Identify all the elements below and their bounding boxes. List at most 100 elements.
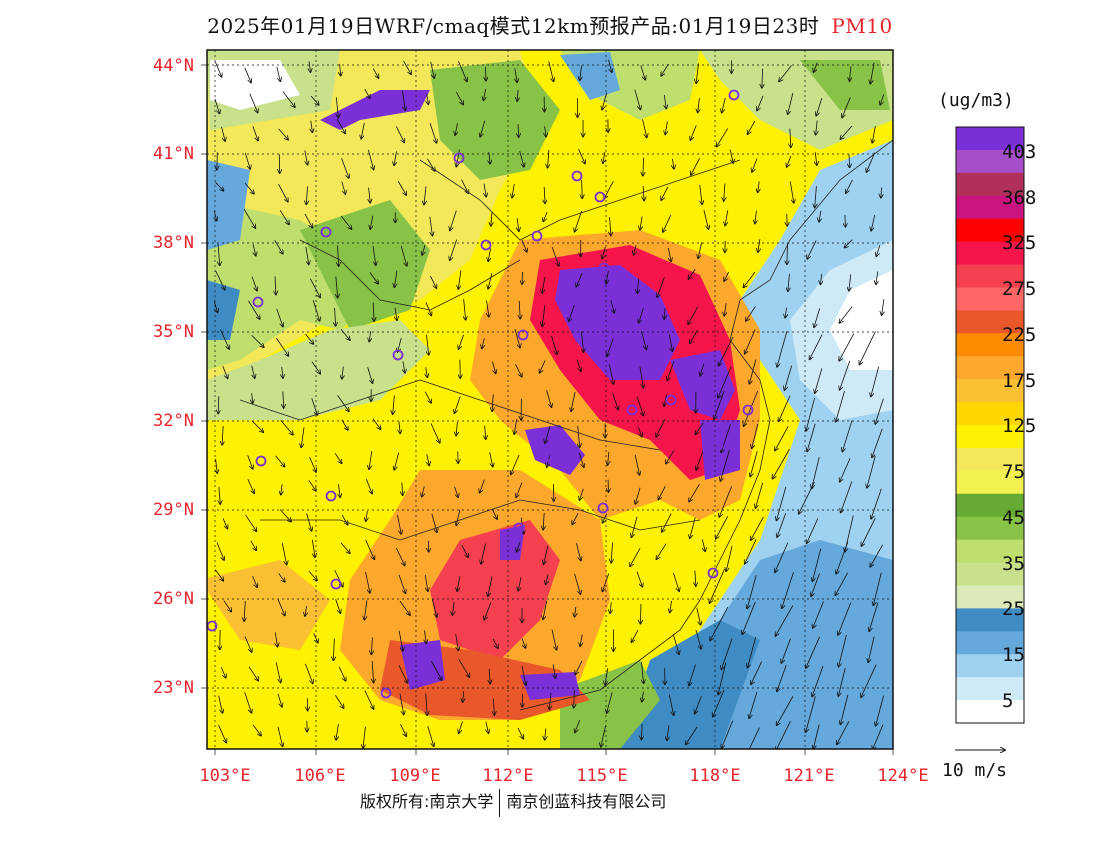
wind-arrow — [222, 365, 228, 378]
wind-arrow — [814, 62, 818, 73]
city-marker — [597, 502, 609, 514]
wind-arrow — [480, 479, 485, 493]
wind-arrow — [398, 665, 407, 682]
wind-arrow — [751, 661, 763, 685]
wind-arrow — [696, 451, 704, 470]
wind-arrow — [399, 421, 400, 434]
wind-arrow — [569, 304, 575, 321]
wind-arrow — [640, 603, 641, 624]
wind-arrow — [311, 120, 313, 133]
city-marker — [392, 349, 404, 361]
wind-arrow — [807, 240, 817, 258]
wind-arrow — [666, 450, 675, 464]
wind-arrow — [806, 397, 815, 431]
wind-arrow — [545, 728, 546, 739]
wind-arrow — [244, 152, 250, 169]
wind-arrow — [365, 539, 375, 559]
wind-arrow — [458, 659, 470, 678]
wind-arrow — [776, 486, 787, 521]
colorbar-segment — [956, 608, 1024, 632]
colorbar-segment — [956, 402, 1024, 426]
city-marker — [480, 239, 492, 251]
wind-arrow — [695, 422, 704, 434]
lon-label: 115°E — [576, 766, 628, 786]
wind-arrow — [456, 509, 461, 525]
wind-arrow — [574, 573, 581, 594]
colorbar-frame — [955, 126, 1025, 724]
wind-arrow — [820, 273, 821, 284]
wind-arrow — [710, 606, 729, 640]
wind-arrow — [275, 632, 277, 646]
wind-arrow — [310, 95, 319, 105]
boundaries — [239, 139, 894, 711]
colorbar-segment — [956, 677, 1024, 701]
wind-arrow — [252, 126, 258, 140]
wind-arrow — [399, 600, 410, 615]
wind-arrow — [690, 329, 698, 343]
wind-arrow — [244, 692, 252, 713]
wind-arrow — [247, 479, 254, 493]
wind-arrow — [781, 638, 791, 663]
wind-arrow — [464, 299, 466, 320]
colorbar-segment — [956, 241, 1024, 266]
wind-arrow — [483, 88, 485, 100]
wind-arrow — [542, 276, 546, 293]
wind-arrow — [686, 726, 698, 744]
wind-arrow — [814, 308, 821, 327]
wind-arrow — [253, 244, 256, 255]
wind-arrow — [689, 664, 696, 685]
wind-arrow — [338, 483, 340, 497]
wind-arrow — [399, 693, 404, 715]
wind-arrow — [782, 572, 794, 608]
wind-arrow — [342, 366, 343, 379]
wind-arrow — [758, 238, 760, 252]
wind-arrow — [662, 513, 672, 532]
wind-arrow — [787, 243, 788, 264]
wind-arrow — [394, 270, 397, 288]
wind-arrow — [394, 452, 400, 470]
wind-arrow — [724, 271, 730, 281]
wind-arrow — [514, 419, 516, 434]
wind-arrow — [304, 213, 313, 228]
wind-arrow — [311, 361, 320, 374]
wind-arrow — [841, 481, 853, 513]
wind-arrow — [456, 149, 460, 167]
wind-arrow — [667, 361, 675, 380]
wind-arrow — [861, 664, 877, 698]
wind-arrow — [545, 425, 551, 443]
wind-arrow — [337, 395, 349, 411]
wind-arrow — [582, 179, 583, 198]
wind-arrow — [631, 516, 638, 538]
wind-arrow — [607, 338, 614, 357]
wind-arrow — [309, 456, 317, 472]
wind-arrow — [250, 540, 256, 550]
wind-arrow — [876, 271, 878, 285]
wind-arrow — [665, 121, 667, 134]
wind-arrow — [366, 510, 368, 521]
wind-arrow — [639, 307, 644, 323]
wind-arrow — [540, 360, 546, 373]
wind-arrow — [223, 600, 231, 612]
wind-arrow — [492, 394, 493, 411]
wind-arrow — [819, 210, 821, 222]
wind-arrow — [275, 455, 285, 467]
wind-arrow — [790, 128, 791, 148]
wind-arrow — [308, 480, 316, 490]
wind-arrow — [772, 449, 790, 478]
wind-arrow — [402, 90, 405, 110]
colorbar-segment — [956, 127, 1024, 151]
wind-arrow — [220, 329, 230, 349]
map-title: 2025年01月19日WRF/cmaq模式12km预报产品:01月19日23时 P… — [0, 10, 1100, 39]
wind-arrow — [218, 396, 219, 413]
wind-arrow — [430, 61, 435, 78]
wind-arrow — [517, 727, 523, 739]
wind-arrow — [427, 334, 429, 355]
wind-arrow — [514, 329, 520, 347]
wind-arrow — [311, 539, 315, 557]
wind-arrow — [636, 396, 643, 416]
colorbar-segment — [956, 585, 1024, 609]
wind-arrow — [775, 542, 789, 572]
wind-arrow — [755, 210, 757, 224]
wind-arrow — [691, 157, 701, 175]
wind-arrow — [400, 245, 406, 266]
